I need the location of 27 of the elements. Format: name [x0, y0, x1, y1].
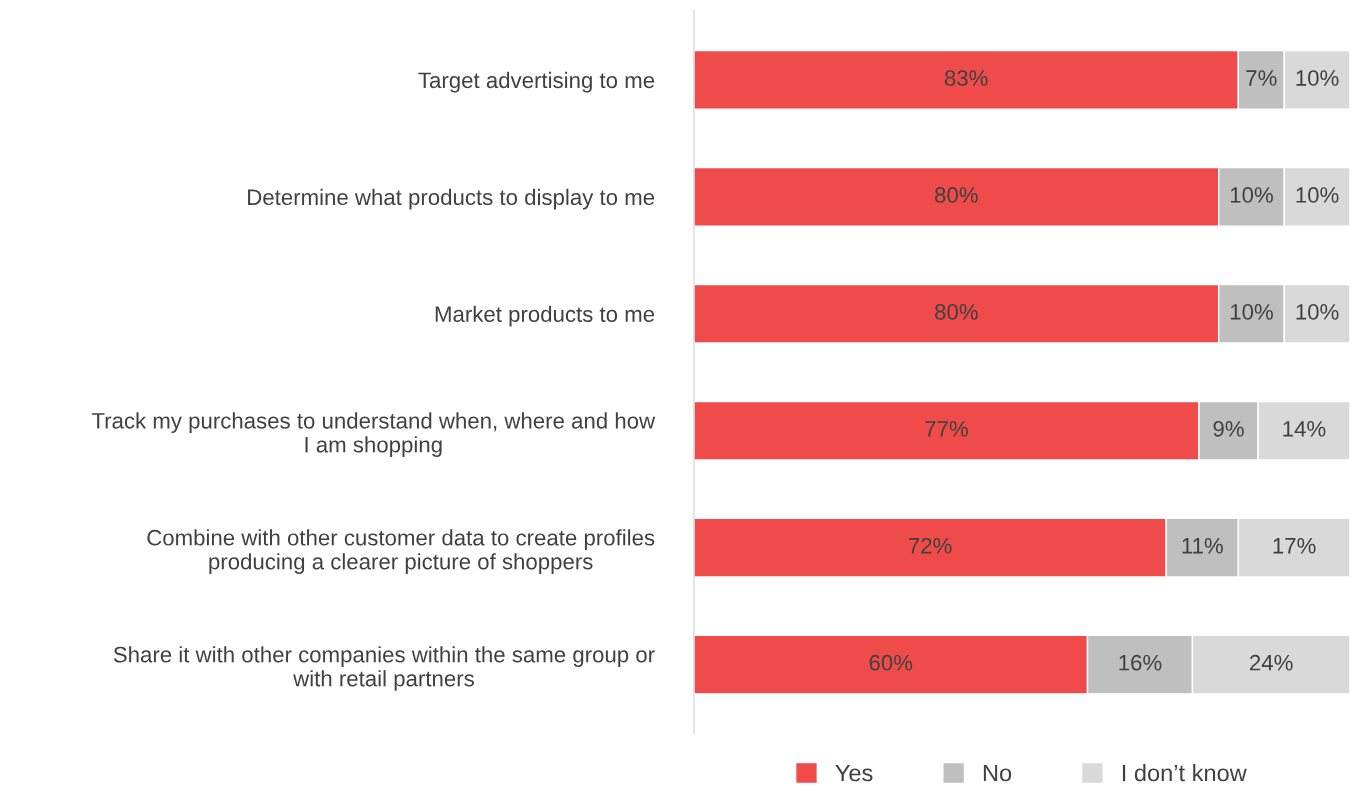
y-tick-label: Market products to me — [435, 305, 655, 327]
data-label: 83% — [944, 70, 988, 86]
data-label: 14% — [1283, 421, 1326, 437]
data-label: 80% — [935, 304, 978, 320]
data-label: 11% — [1182, 537, 1223, 554]
data-label: 16% — [1119, 654, 1162, 671]
y-tick-label: Track my purchases to understand when, where and how I am shopping — [91, 412, 656, 457]
data-label: 72% — [908, 537, 952, 554]
legend-label: Yes — [835, 764, 873, 782]
data-label: 77% — [925, 421, 968, 437]
y-tick-label: Share it with other companies within the same group or with retail partners — [113, 646, 655, 691]
data-label: 10% — [1230, 304, 1273, 320]
data-label: 80% — [935, 187, 978, 203]
data-label: 10% — [1230, 187, 1273, 203]
y-tick-label: Target advertising to me — [418, 71, 655, 93]
data-label: 60% — [869, 654, 913, 671]
y-tick-label: Determine what products to display to me — [248, 188, 655, 210]
data-label: 10% — [1296, 187, 1339, 203]
y-tick-label: Combine with other customer data to create profiles producing a clearer picture of shoppers — [147, 529, 655, 574]
data-label: 9% — [1213, 420, 1244, 437]
legend-label: No — [983, 764, 1012, 782]
data-label: 24% — [1250, 654, 1293, 671]
data-label: 10% — [1296, 304, 1339, 320]
data-label: 7% — [1246, 70, 1277, 86]
data-label: 17% — [1273, 537, 1316, 554]
legend-label: I don’t know — [1122, 764, 1247, 782]
data-label: 10% — [1296, 70, 1339, 86]
